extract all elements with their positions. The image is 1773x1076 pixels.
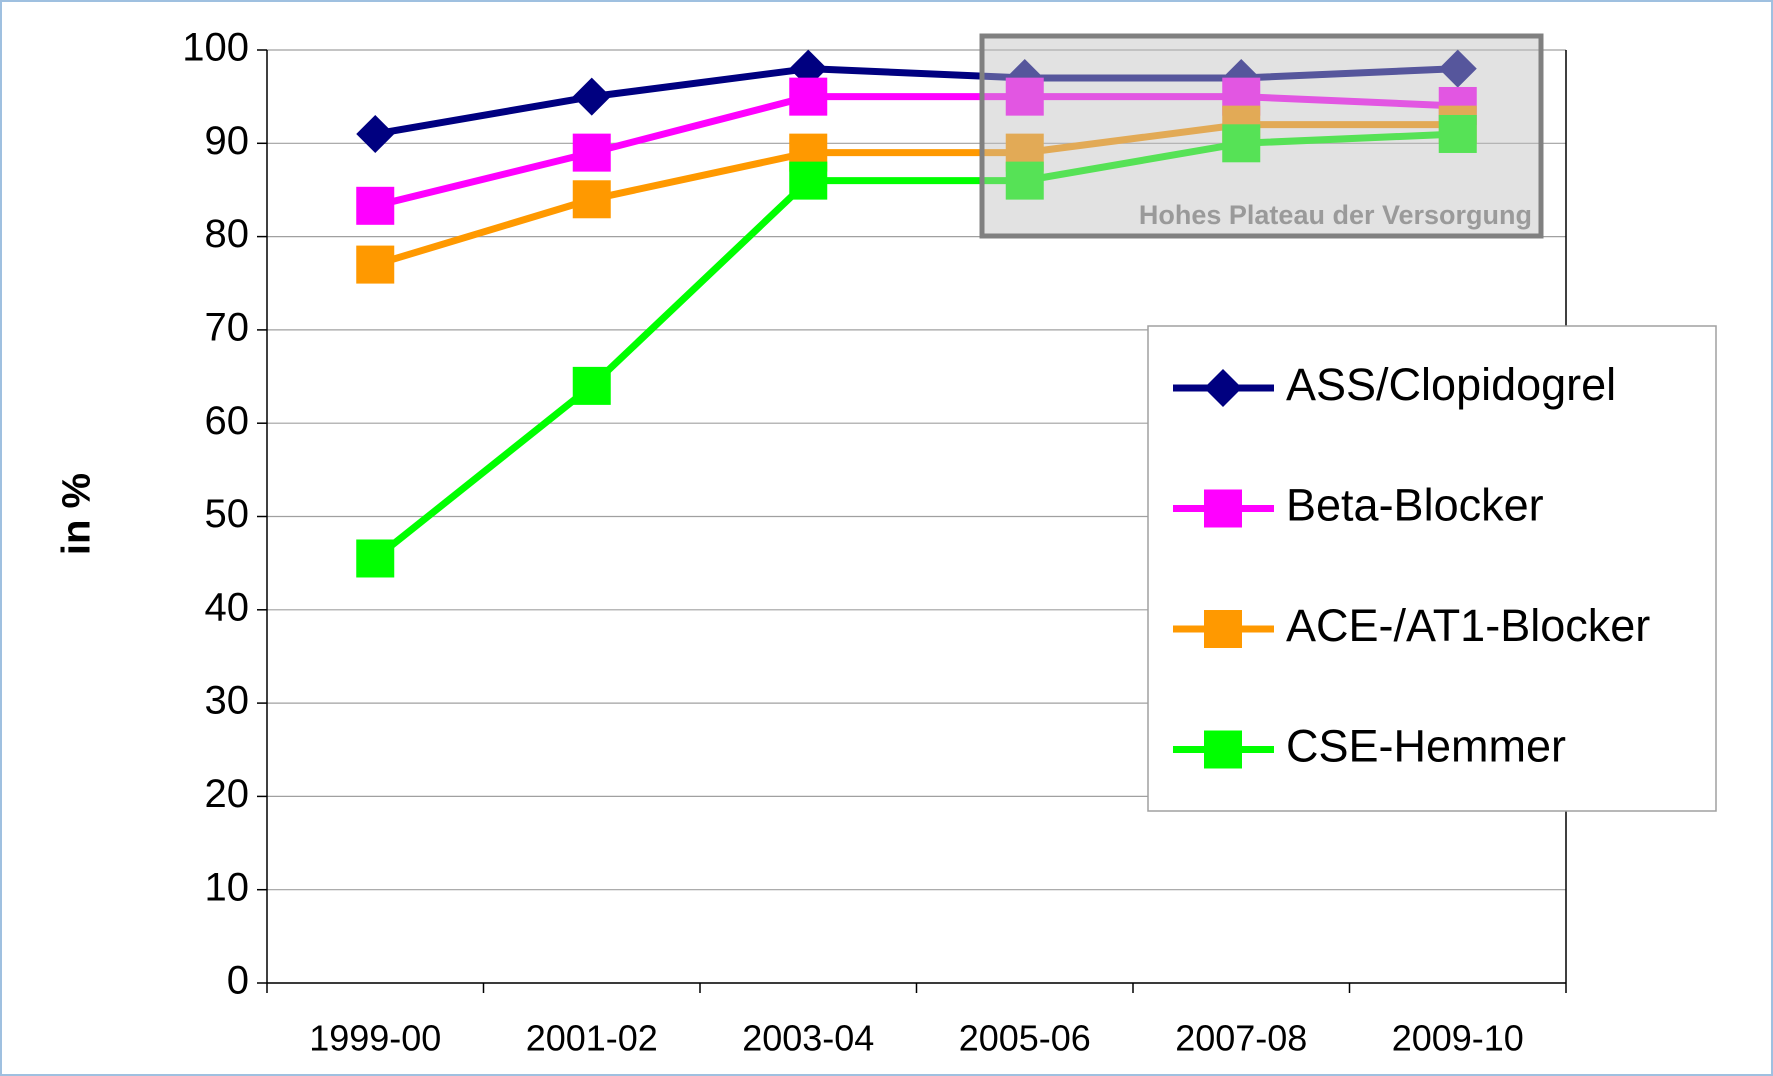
x-tick-label: 2003-04 <box>742 1018 874 1059</box>
data-point <box>572 77 611 116</box>
x-tick-label: 2005-06 <box>959 1018 1091 1059</box>
data-point <box>1438 114 1477 153</box>
x-tick-label: 2009-10 <box>1392 1018 1524 1059</box>
data-point <box>356 245 395 284</box>
data-point <box>1005 77 1044 116</box>
y-tick-label: 80 <box>205 212 250 256</box>
data-point <box>1222 124 1261 163</box>
y-axis-label: in % <box>55 473 99 555</box>
legend-label: CSE-Hemmer <box>1286 720 1566 771</box>
legend-label: Beta-Blocker <box>1286 479 1544 530</box>
series-line <box>374 121 1458 268</box>
y-tick-label: 20 <box>205 772 250 816</box>
data-point <box>572 180 611 219</box>
data-point <box>356 539 395 578</box>
data-point <box>789 77 828 116</box>
y-tick-label: 0 <box>227 959 249 1003</box>
data-point <box>356 186 395 225</box>
x-tick-label: 2001-02 <box>526 1018 658 1059</box>
data-point <box>356 114 395 153</box>
data-point <box>572 133 611 172</box>
annotation: Hohes Plateau der Versorgung <box>1139 200 1532 230</box>
x-tick-label: 1999-00 <box>309 1018 441 1059</box>
data-point <box>789 161 828 200</box>
x-tick-label: 2007-08 <box>1175 1018 1307 1059</box>
series-line <box>373 130 1458 562</box>
legend-label: ACE-/AT1-Blocker <box>1286 600 1650 651</box>
legend-marker <box>1204 489 1242 528</box>
series-line <box>374 93 1458 210</box>
legend-marker <box>1204 730 1242 769</box>
y-tick-label: 50 <box>205 492 250 536</box>
y-tick-label: 70 <box>205 305 250 349</box>
legend-marker <box>1204 369 1242 407</box>
y-tick-label: 100 <box>182 26 249 70</box>
y-tick-label: 60 <box>205 399 250 443</box>
y-tick-label: 90 <box>205 119 250 163</box>
legend-label: ASS/Clopidogrel <box>1286 359 1616 410</box>
series-line <box>374 65 1458 138</box>
legend-marker <box>1204 610 1242 648</box>
annotation-box <box>979 33 1544 239</box>
y-tick-label: 10 <box>205 865 250 909</box>
legend <box>1147 325 1717 812</box>
y-tick-label: 40 <box>205 585 250 629</box>
data-point <box>572 366 611 405</box>
data-point <box>1005 161 1044 200</box>
data-point <box>1438 49 1477 88</box>
y-tick-label: 30 <box>205 679 250 723</box>
